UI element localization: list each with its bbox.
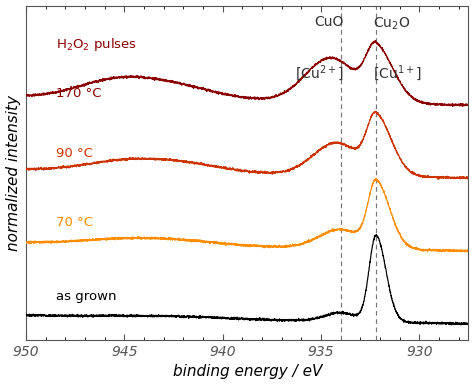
Text: 70 °C: 70 °C	[55, 216, 92, 229]
X-axis label: binding energy / eV: binding energy / eV	[173, 365, 322, 380]
Y-axis label: normalized intensity: normalized intensity	[6, 95, 20, 251]
Text: 170 °C: 170 °C	[55, 87, 101, 100]
Text: [Cu$^{2+}$]: [Cu$^{2+}$]	[295, 64, 344, 83]
Text: as grown: as grown	[55, 290, 116, 303]
Text: [Cu$^{1+}$]: [Cu$^{1+}$]	[373, 64, 422, 83]
Text: 90 °C: 90 °C	[55, 147, 92, 160]
Text: H$_2$O$_2$ pulses: H$_2$O$_2$ pulses	[55, 36, 137, 53]
Text: Cu$_2$O: Cu$_2$O	[373, 15, 410, 32]
Text: CuO: CuO	[314, 15, 344, 29]
